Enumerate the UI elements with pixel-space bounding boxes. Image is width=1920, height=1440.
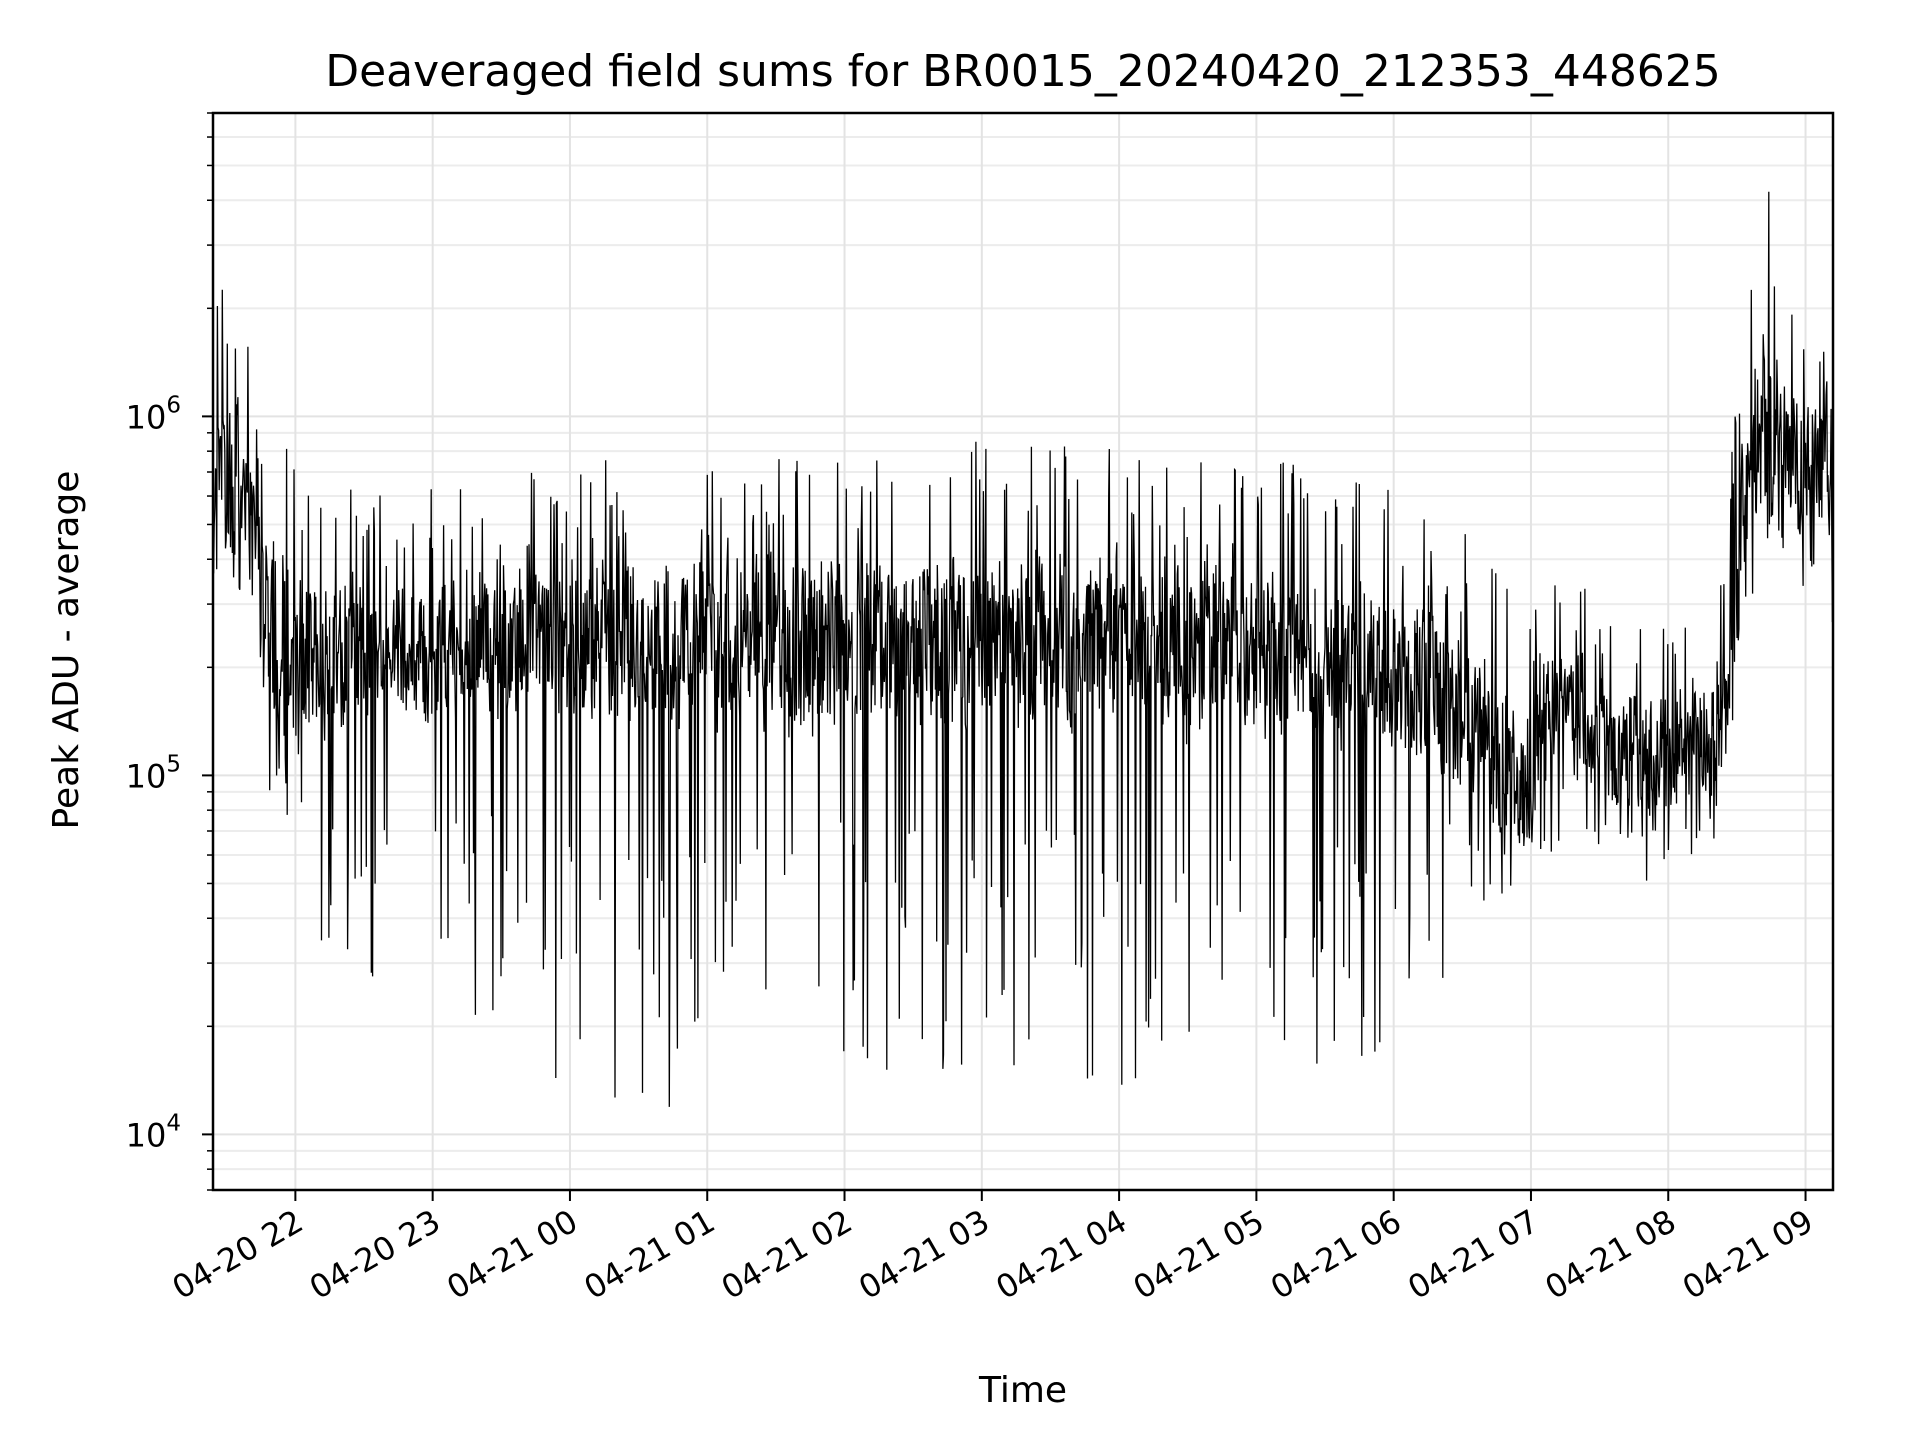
data-series-line xyxy=(212,191,1834,1107)
y-axis-label: Peak ADU - average xyxy=(46,471,87,830)
y-axis-ticks: 104 105 106 xyxy=(126,112,213,1191)
y-tick-label: 105 xyxy=(126,751,181,795)
y-tick-label: 104 xyxy=(126,1110,181,1154)
chart-title: Deaveraged field sums for BR0015_2024042… xyxy=(325,46,1721,97)
series-layer xyxy=(212,191,1834,1107)
x-axis-label: Time xyxy=(978,1370,1067,1411)
minor-gridlines xyxy=(213,112,1833,1191)
plot-frame xyxy=(211,111,1835,1192)
y-tick-label: 106 xyxy=(126,392,181,436)
